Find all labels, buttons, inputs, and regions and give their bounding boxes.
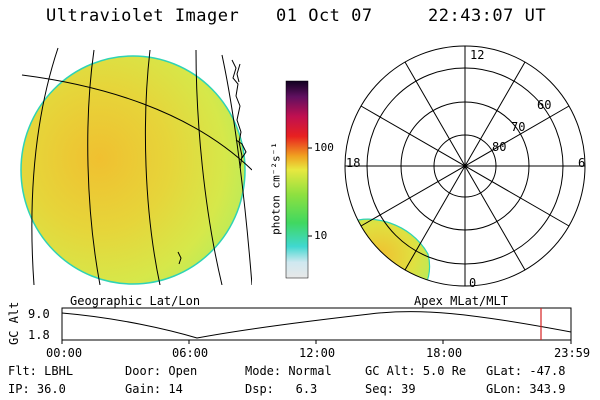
longitude-line — [31, 47, 59, 285]
info-ip: IP: 36.0 — [8, 382, 66, 396]
info-glon-label: GLon: — [486, 382, 523, 396]
coastline — [231, 59, 243, 169]
info-dsp-label: Dsp: — [245, 382, 274, 396]
info-gcalt: GC Alt: 5.0 Re — [365, 364, 466, 378]
altitude-xtick-0000: 00:00 — [46, 346, 83, 360]
altitude-xtick-1800: 18:00 — [426, 346, 463, 360]
lat-label-70: 70 — [511, 120, 526, 134]
info-gcalt-value: 5.0 Re — [422, 364, 467, 378]
info-gain-value: 14 — [168, 382, 183, 396]
altitude-axis-label: GC Alt — [7, 301, 21, 345]
time-label: 22:43:07 UT — [428, 6, 547, 26]
info-ip-value: 36.0 — [36, 382, 66, 396]
info-gain-label: Gain: — [125, 382, 162, 396]
info-door-value: Open — [168, 364, 198, 378]
altitude-curve — [61, 311, 572, 339]
colorbar-tick-10: 10 — [314, 229, 328, 242]
info-glat-value: -47.8 — [529, 364, 566, 378]
date-label: 01 Oct 07 — [276, 6, 373, 26]
info-seq: Seq: 39 — [365, 382, 416, 396]
info-mode: Mode: Normal — [245, 364, 332, 378]
info-glon: GLon: 343.9 — [486, 382, 565, 396]
latitude-line — [21, 74, 252, 171]
info-flt-value: LBHL — [44, 364, 74, 378]
mlt-label-0: 0 — [469, 276, 477, 290]
altitude-xtick-2359: 23:59 — [554, 346, 591, 360]
info-glat: GLat: -47.8 — [486, 364, 565, 378]
longitude-line — [195, 49, 223, 285]
earth-disk — [20, 55, 246, 285]
mlt-label-18: 18 — [346, 156, 361, 170]
altitude-ytick-1: 1.8 — [28, 328, 50, 342]
info-mode-label: Mode: — [245, 364, 282, 378]
coastline — [235, 139, 247, 159]
info-seq-label: Seq: — [365, 382, 394, 396]
info-dsp-value: 6.3 — [295, 382, 318, 396]
longitude-line — [87, 49, 101, 285]
info-seq-value: 39 — [401, 382, 416, 396]
geo-panel-label: Geographic Lat/Lon — [70, 294, 201, 308]
info-glon-value: 343.9 — [529, 382, 566, 396]
coastline — [177, 251, 182, 265]
info-dsp: Dsp: 6.3 — [245, 382, 317, 396]
mlt-label-6: 6 — [578, 156, 586, 170]
info-gain: Gain: 14 — [125, 382, 183, 396]
info-gcalt-label: GC Alt: — [365, 364, 416, 378]
info-glat-label: GLat: — [486, 364, 523, 378]
longitude-line — [144, 49, 161, 285]
apex-panel-label: Apex MLat/MLT — [414, 294, 508, 308]
mlt-label-12: 12 — [470, 48, 485, 62]
lat-label-80: 80 — [492, 140, 507, 154]
altitude-ytick-9: 9.0 — [28, 307, 50, 321]
coastline — [236, 63, 241, 83]
colorbar-tick-100: 100 — [314, 141, 334, 154]
info-flt-label: Flt: — [8, 364, 37, 378]
info-flt: Flt: LBHL — [8, 364, 73, 378]
info-door: Door: Open — [125, 364, 197, 378]
info-mode-value: Normal — [288, 364, 332, 378]
instrument-title: Ultraviolet Imager — [46, 6, 240, 26]
lat-label-60: 60 — [537, 98, 552, 112]
altitude-xtick-1200: 12:00 — [299, 346, 336, 360]
info-door-label: Door: — [125, 364, 162, 378]
info-ip-label: IP: — [8, 382, 30, 396]
altitude-xtick-0600: 06:00 — [172, 346, 209, 360]
